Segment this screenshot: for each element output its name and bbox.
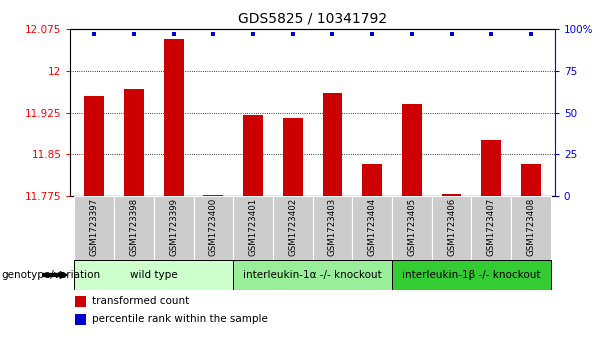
- Bar: [441, 194, 462, 196]
- Bar: [521, 164, 541, 196]
- Text: GSM1723397: GSM1723397: [90, 198, 99, 256]
- Text: GSM1723406: GSM1723406: [447, 198, 456, 256]
- Bar: [74, 196, 114, 260]
- Bar: [313, 196, 352, 260]
- Bar: [471, 196, 511, 260]
- Text: GSM1723404: GSM1723404: [368, 198, 376, 256]
- Bar: [432, 196, 471, 260]
- Bar: [204, 195, 223, 196]
- Bar: [243, 115, 263, 196]
- Bar: [392, 196, 432, 260]
- Bar: [74, 260, 233, 290]
- Bar: [283, 118, 303, 196]
- Bar: [322, 93, 343, 196]
- Text: GSM1723398: GSM1723398: [129, 198, 139, 256]
- Bar: [75, 314, 86, 325]
- Bar: [114, 196, 154, 260]
- Bar: [392, 260, 551, 290]
- Text: GSM1723407: GSM1723407: [487, 198, 496, 256]
- Text: GSM1723408: GSM1723408: [527, 198, 535, 256]
- Bar: [233, 260, 392, 290]
- Text: GSM1723399: GSM1723399: [169, 198, 178, 256]
- Text: GSM1723400: GSM1723400: [209, 198, 218, 256]
- Text: interleukin-1α -/- knockout: interleukin-1α -/- knockout: [243, 270, 382, 280]
- Bar: [352, 196, 392, 260]
- Text: wild type: wild type: [130, 270, 178, 280]
- Text: GSM1723402: GSM1723402: [288, 198, 297, 256]
- Bar: [85, 96, 104, 196]
- Text: percentile rank within the sample: percentile rank within the sample: [93, 314, 268, 325]
- Text: genotype/variation: genotype/variation: [1, 270, 101, 280]
- Text: interleukin-1β -/- knockout: interleukin-1β -/- knockout: [402, 270, 541, 280]
- Bar: [154, 196, 194, 260]
- Bar: [402, 104, 422, 196]
- Bar: [194, 196, 233, 260]
- Bar: [481, 140, 501, 196]
- Bar: [273, 196, 313, 260]
- Bar: [233, 196, 273, 260]
- Text: transformed count: transformed count: [93, 296, 189, 306]
- Text: GSM1723403: GSM1723403: [328, 198, 337, 256]
- Bar: [124, 89, 144, 196]
- Bar: [511, 196, 551, 260]
- Title: GDS5825 / 10341792: GDS5825 / 10341792: [238, 11, 387, 25]
- Text: GSM1723405: GSM1723405: [408, 198, 416, 256]
- Bar: [75, 296, 86, 307]
- Text: GSM1723401: GSM1723401: [249, 198, 257, 256]
- Bar: [164, 38, 184, 196]
- Bar: [362, 164, 382, 196]
